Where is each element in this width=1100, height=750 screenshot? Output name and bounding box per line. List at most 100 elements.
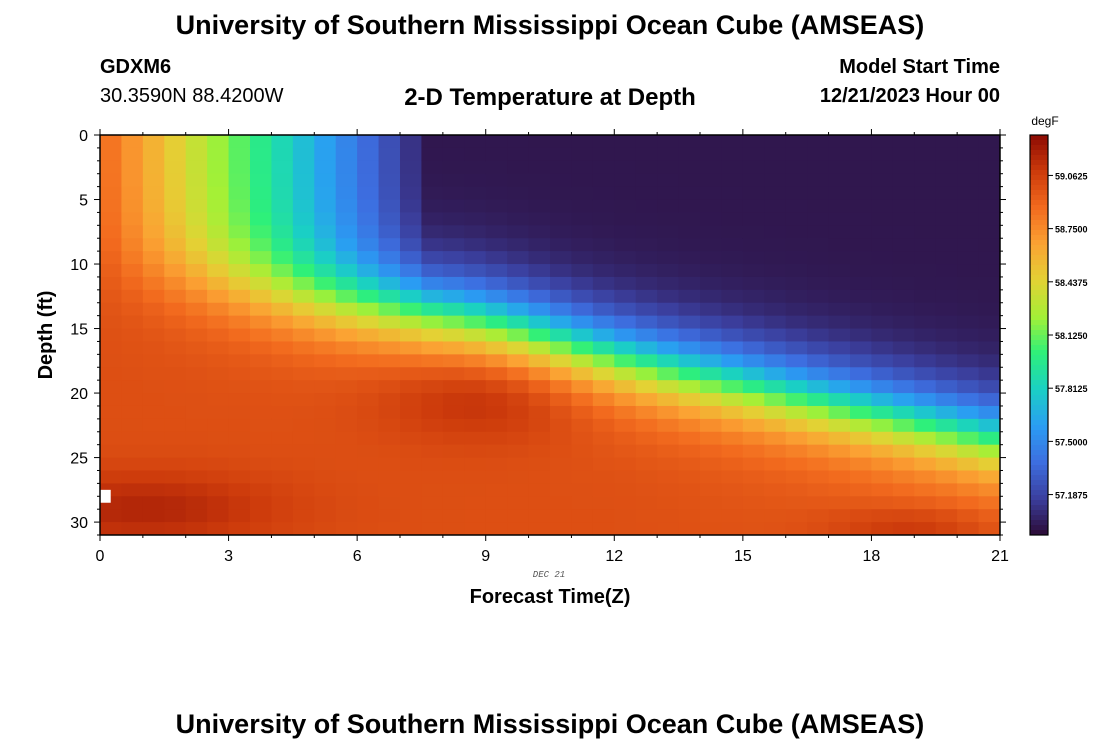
heatmap-cell: [292, 212, 315, 226]
heatmap-cell: [892, 367, 915, 381]
colorbar-swatch: [1030, 275, 1048, 281]
heatmap-cell: [978, 522, 1001, 536]
heatmap-cell: [871, 405, 894, 420]
heatmap-cell: [571, 444, 594, 459]
heatmap-cell: [442, 276, 465, 291]
heatmap-cell: [592, 315, 615, 330]
heatmap-cell: [142, 160, 165, 175]
heatmap-cell: [442, 302, 465, 317]
heatmap-cell: [764, 160, 787, 175]
heatmap-cell: [121, 509, 144, 523]
y-tick-label: 10: [70, 257, 88, 274]
heatmap-cell: [935, 418, 958, 433]
heatmap-cell: [485, 509, 508, 523]
heatmap-cell: [357, 367, 380, 381]
heatmap-cell: [164, 470, 187, 484]
heatmap-cell: [507, 135, 530, 149]
heatmap-cell: [550, 135, 572, 149]
heatmap-cell: [464, 509, 487, 523]
colorbar-swatch: [1030, 490, 1048, 496]
heatmap-cell: [978, 418, 1001, 433]
heatmap-cell: [635, 431, 658, 446]
heatmap-cell: [207, 186, 230, 201]
heatmap-cell: [828, 302, 851, 317]
heatmap-cell: [592, 212, 615, 226]
heatmap-cell: [228, 186, 251, 201]
colorbar-swatch: [1030, 395, 1048, 401]
heatmap-cell: [935, 135, 958, 149]
heatmap-cell: [207, 483, 230, 497]
heatmap-cell: [164, 509, 187, 523]
heatmap-cell: [207, 405, 230, 420]
heatmap-cell: [485, 457, 508, 471]
heatmap-cell: [228, 276, 251, 291]
heatmap-cell: [592, 173, 615, 188]
heatmap-cell: [914, 225, 937, 239]
heatmap-cell: [571, 212, 594, 226]
heatmap-cell: [957, 470, 980, 484]
heatmap-cell: [464, 173, 487, 188]
heatmap-cell: [892, 289, 915, 304]
x-tick-label: 15: [734, 548, 752, 565]
heatmap-cell: [871, 160, 894, 175]
heatmap-cell: [164, 199, 187, 213]
heatmap-cell: [978, 470, 1001, 484]
heatmap-cell: [228, 212, 251, 226]
heatmap-cell: [142, 457, 165, 471]
heatmap-cell: [271, 225, 294, 239]
heatmap-cell: [314, 276, 337, 291]
colorbar-swatch: [1030, 290, 1048, 296]
heatmap-cell: [571, 393, 594, 407]
heatmap-cell: [185, 457, 208, 471]
heatmap-cell: [635, 393, 658, 407]
heatmap-cell: [785, 393, 808, 407]
heatmap-cell: [357, 496, 380, 510]
heatmap-cell: [378, 315, 401, 330]
model-start-label: Model Start Time: [839, 56, 1000, 78]
heatmap-cell: [528, 276, 551, 291]
heatmap-cell: [978, 147, 1001, 162]
heatmap-cell: [100, 354, 122, 368]
heatmap-cell: [807, 328, 830, 342]
heatmap-cell: [442, 173, 465, 188]
colorbar-tick-label: 58.7500: [1055, 225, 1088, 235]
heatmap-cell: [442, 251, 465, 265]
heatmap-cell: [185, 341, 208, 355]
heatmap-cell: [464, 496, 487, 510]
heatmap-cell: [657, 315, 680, 330]
heatmap-cell: [464, 160, 487, 175]
heatmap-cell: [271, 367, 294, 381]
heatmap-cell: [121, 147, 144, 162]
heatmap-cell: [335, 470, 358, 484]
heatmap-cell: [121, 393, 144, 407]
heatmap-cell: [292, 160, 315, 175]
heatmap-cell: [121, 522, 144, 536]
heatmap-cell: [400, 341, 422, 355]
heatmap-cell: [871, 276, 894, 291]
heatmap-cell: [378, 393, 401, 407]
heatmap-cell: [721, 341, 744, 355]
heatmap-cell: [421, 393, 444, 407]
heatmap-cell: [142, 341, 165, 355]
heatmap-cell: [357, 147, 380, 162]
heatmap-cell: [571, 173, 594, 188]
heatmap-cell: [892, 470, 915, 484]
heatmap-cell: [742, 509, 765, 523]
colorbar-swatch: [1030, 210, 1048, 216]
heatmap-cell: [121, 186, 144, 201]
heatmap-cell: [592, 457, 615, 471]
heatmap-cell: [828, 238, 851, 252]
heatmap-cell: [185, 496, 208, 510]
heatmap-cell: [657, 367, 680, 381]
heatmap-cell: [721, 238, 744, 252]
heatmap-cell: [228, 289, 251, 304]
heatmap-cell: [121, 405, 144, 420]
heatmap-cell: [271, 199, 294, 213]
heatmap-cell: [785, 418, 808, 433]
colorbar-swatch: [1030, 470, 1048, 476]
heatmap-cell: [507, 328, 530, 342]
heatmap-cell: [485, 393, 508, 407]
heatmap-cell: [592, 444, 615, 459]
heatmap-cell: [850, 483, 872, 497]
